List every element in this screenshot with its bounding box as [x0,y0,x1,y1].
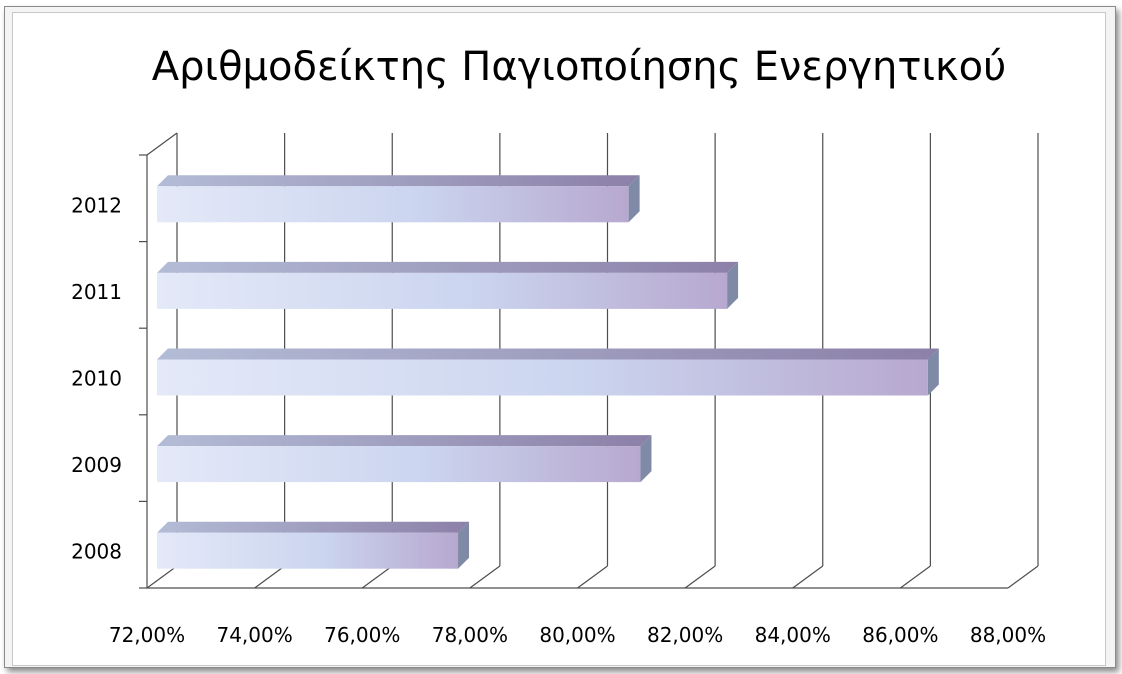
x-tick-label: 76,00% [324,623,400,647]
bar-side [727,261,739,309]
floor-line [577,565,608,589]
chart-title: Αριθμοδείκτης Παγιοποίησης Ενεργητικού [151,44,1007,90]
x-tick-label: 82,00% [647,623,723,647]
bar-top [157,521,470,533]
y-tick-label: 2012 [71,193,122,217]
bar [157,272,728,309]
bar-side [458,521,470,569]
bar [157,446,641,483]
floor-line [469,565,501,589]
y-tick-label: 2010 [71,367,122,391]
y-tick-label: 2008 [71,540,122,564]
bar-side [628,175,640,223]
bar [157,359,928,396]
floor-line [900,565,931,589]
floor-line [684,565,716,589]
floor-line [361,565,393,589]
wall-edge [146,132,178,156]
bar-top [157,175,640,187]
floor-line [1007,565,1039,589]
x-tick-label: 72,00% [109,623,185,647]
y-tick-label: 2009 [71,453,122,477]
bar-top [157,435,652,447]
x-tick-label: 86,00% [862,623,938,647]
floor-line [146,565,178,589]
x-tick-label: 84,00% [755,623,831,647]
x-tick-label: 74,00% [216,623,292,647]
y-tick-label: 2011 [71,280,122,304]
x-tick-label: 78,00% [432,623,508,647]
bar [157,532,459,569]
bar-layer [157,175,939,569]
floor-line [254,565,285,589]
floor-line [792,565,824,589]
bar-side [640,435,652,483]
x-tick-label: 88,00% [970,623,1046,647]
bar [157,186,629,223]
bar-side [927,348,939,396]
bar-top [157,348,939,360]
x-tick-label: 80,00% [539,623,615,647]
label-layer: 72,00% 74,00% 76,00% 78,00% 80,00% 82,00% 84,0… [71,193,1046,647]
bar-top [157,261,739,273]
